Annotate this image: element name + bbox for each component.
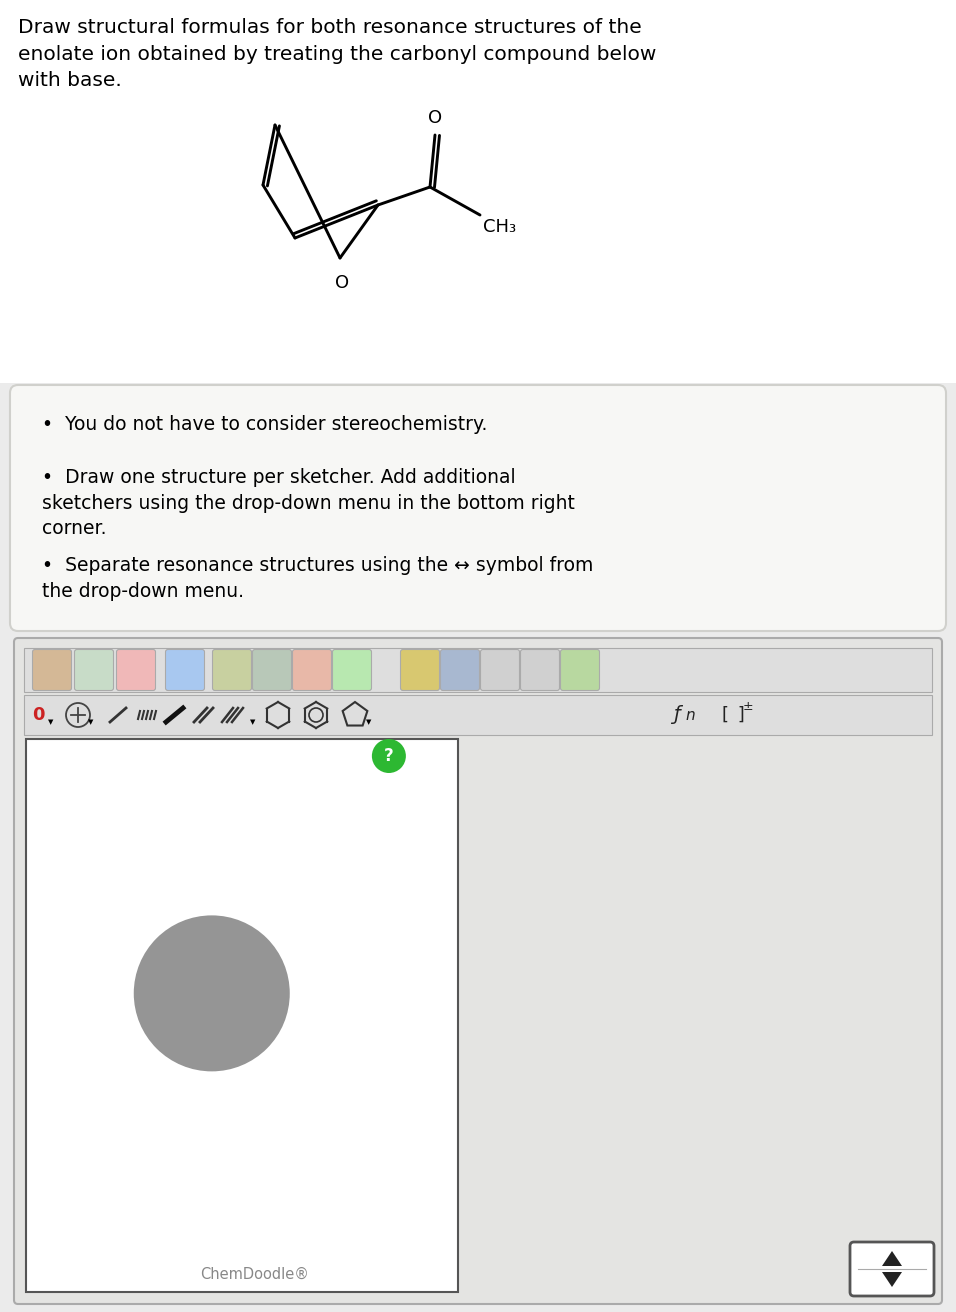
Text: •  You do not have to consider stereochemistry.: • You do not have to consider stereochem… [42,415,488,434]
FancyBboxPatch shape [212,649,251,690]
FancyBboxPatch shape [10,384,946,631]
Text: n: n [685,708,695,723]
FancyBboxPatch shape [401,649,440,690]
FancyBboxPatch shape [481,649,519,690]
Text: O: O [335,274,349,293]
FancyBboxPatch shape [560,649,599,690]
Text: ▼: ▼ [88,719,94,726]
Text: CH₃: CH₃ [483,218,516,236]
Text: •  Draw one structure per sketcher. Add additional
sketchers using the drop-down: • Draw one structure per sketcher. Add a… [42,468,575,538]
FancyBboxPatch shape [0,0,956,383]
FancyBboxPatch shape [33,649,72,690]
Text: ▼: ▼ [49,719,54,726]
FancyBboxPatch shape [293,649,332,690]
Text: •  Separate resonance structures using the ↔ symbol from
the drop-down menu.: • Separate resonance structures using th… [42,556,594,601]
FancyBboxPatch shape [520,649,559,690]
FancyBboxPatch shape [75,649,114,690]
Text: ?: ? [384,747,394,765]
Circle shape [134,916,290,1072]
FancyBboxPatch shape [24,695,932,735]
Text: ±: ± [743,701,753,714]
FancyBboxPatch shape [165,649,205,690]
Text: ChemDoodle®: ChemDoodle® [201,1267,310,1282]
Text: [: [ [722,706,728,724]
FancyBboxPatch shape [26,739,458,1292]
FancyBboxPatch shape [333,649,372,690]
FancyBboxPatch shape [850,1242,934,1296]
Polygon shape [882,1273,902,1287]
FancyBboxPatch shape [252,649,292,690]
Text: ƒ: ƒ [673,706,680,724]
Text: Draw structural formulas for both resonance structures of the
enolate ion obtain: Draw structural formulas for both resona… [18,18,657,91]
Text: ]: ] [731,706,745,724]
Text: ▼: ▼ [366,719,372,726]
Text: O: O [428,109,442,127]
Text: ▼: ▼ [250,719,255,726]
FancyBboxPatch shape [441,649,480,690]
FancyBboxPatch shape [14,638,942,1304]
FancyBboxPatch shape [24,648,932,691]
Circle shape [372,739,406,773]
Polygon shape [882,1252,902,1266]
FancyBboxPatch shape [117,649,156,690]
Text: 0: 0 [32,706,44,724]
